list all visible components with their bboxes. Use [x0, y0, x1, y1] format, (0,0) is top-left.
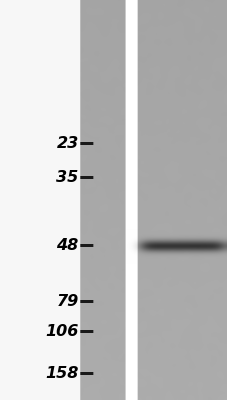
Text: 48: 48 — [56, 238, 78, 254]
Text: 106: 106 — [45, 324, 78, 340]
Text: 35: 35 — [56, 170, 78, 186]
Text: 158: 158 — [45, 366, 78, 382]
Text: 79: 79 — [56, 294, 78, 310]
Text: 23: 23 — [56, 136, 78, 152]
